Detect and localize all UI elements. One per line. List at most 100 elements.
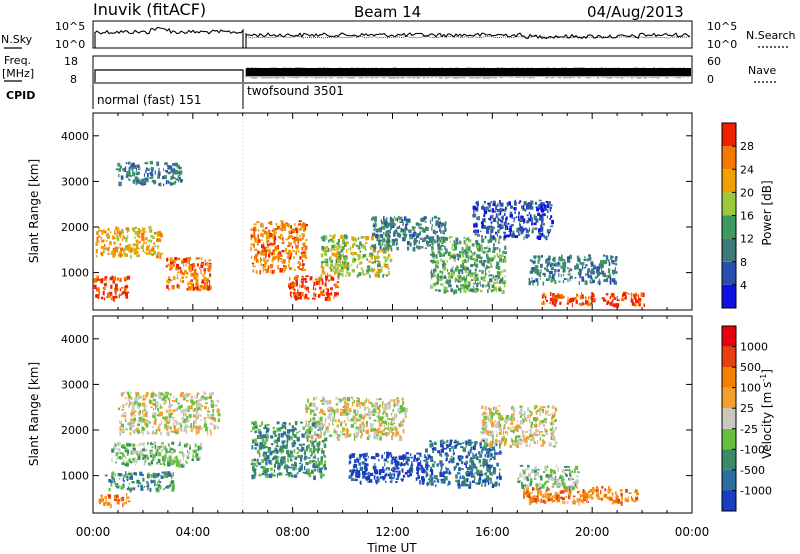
heatmap-cell [305, 424, 307, 428]
heatmap-cell [116, 230, 118, 235]
heatmap-cell [500, 226, 504, 229]
heatmap-cell [499, 450, 502, 454]
heatmap-cell [463, 236, 465, 239]
heatmap-cell [356, 458, 360, 463]
heatmap-cell [455, 444, 458, 448]
heatmap-cell [263, 247, 266, 250]
heatmap-cell [192, 449, 195, 454]
heatmap-cell [196, 395, 198, 400]
heatmap-cell [387, 431, 391, 436]
heatmap-cell [611, 293, 613, 296]
heatmap-cell [591, 270, 593, 275]
heatmap-cell [310, 409, 313, 412]
heatmap-cell [288, 263, 290, 268]
heatmap-cell [178, 451, 182, 454]
heatmap-cell [384, 458, 387, 461]
heatmap-cell [286, 435, 290, 440]
heatmap-cell [112, 247, 116, 252]
heatmap-cell [124, 449, 127, 453]
heatmap-cell [112, 252, 115, 257]
heatmap-cell [282, 422, 286, 424]
heatmap-cell [281, 260, 284, 264]
heatmap-cell [203, 391, 206, 395]
heatmap-cell [165, 409, 168, 413]
heatmap-cell [393, 473, 396, 477]
heatmap-cell [134, 176, 138, 181]
heatmap-cell [274, 228, 278, 230]
heatmap-cell [321, 422, 324, 425]
heatmap-cell [151, 480, 155, 483]
heatmap-cell [290, 451, 293, 455]
heatmap-cell [471, 253, 475, 256]
heatmap-cell [391, 221, 394, 224]
heatmap-cell [321, 439, 325, 443]
heatmap-cell [498, 237, 500, 242]
heatmap-cell [490, 464, 494, 468]
heatmap-cell [318, 411, 321, 414]
heatmap-cell [189, 405, 193, 410]
heatmap-cell [156, 489, 160, 493]
heatmap-cell [539, 256, 541, 261]
heatmap-cell [546, 299, 549, 302]
heatmap-cell [470, 250, 472, 253]
heatmap-cell [374, 402, 377, 406]
heatmap-cell [368, 479, 373, 483]
heatmap-cell [454, 278, 456, 281]
heatmap-cell [159, 253, 162, 256]
heatmap-cell [129, 175, 132, 177]
heatmap-cell [402, 407, 406, 412]
heatmap-cell [550, 276, 553, 279]
heatmap-cell [320, 265, 323, 268]
heatmap-cell [276, 254, 279, 260]
heatmap-cell [557, 265, 559, 267]
heatmap-cell [338, 256, 342, 261]
heatmap-cell [170, 462, 174, 466]
heatmap-cell [137, 453, 139, 457]
heatmap-cell [450, 288, 454, 293]
heatmap-cell [357, 412, 359, 416]
heatmap-cell [573, 297, 577, 301]
heatmap-cell [324, 430, 326, 435]
heatmap-cell [424, 247, 427, 249]
heatmap-cell [340, 408, 344, 411]
heatmap-cell [195, 400, 199, 402]
heatmap-cell [495, 205, 498, 210]
heatmap-cell [125, 471, 127, 476]
heatmap-cell [499, 258, 503, 262]
heatmap-cell [192, 288, 195, 291]
heatmap-cell [116, 442, 120, 446]
heatmap-cell [376, 433, 379, 437]
heatmap-cell [284, 227, 286, 231]
heatmap-cell [275, 222, 278, 227]
heatmap-cell [175, 397, 178, 403]
heatmap-cell [139, 442, 141, 447]
heatmap-cell [161, 450, 163, 452]
heatmap-cell [182, 418, 187, 423]
heatmap-cell [165, 448, 167, 454]
heatmap-cell [286, 469, 289, 474]
heatmap-cell [489, 408, 492, 413]
heatmap-cell [457, 484, 461, 489]
heatmap-cell [118, 253, 119, 257]
heatmap-cell [353, 242, 356, 246]
heatmap-cell [328, 434, 333, 437]
heatmap-cell [520, 426, 522, 430]
heatmap-cell [553, 273, 556, 276]
heatmap-cell [123, 276, 128, 281]
heatmap-cell [128, 482, 131, 485]
heatmap-cell [126, 275, 131, 280]
heatmap-cell [217, 400, 220, 403]
heatmap-cell [460, 455, 464, 459]
heatmap-cell [472, 264, 475, 266]
heatmap-cell [612, 260, 615, 265]
heatmap-cell [195, 285, 199, 290]
heatmap-cell [432, 464, 435, 468]
heatmap-cell [551, 262, 553, 267]
heatmap-cell [356, 476, 360, 479]
heatmap-cell [121, 391, 126, 394]
heatmap-cell [398, 470, 401, 476]
heatmap-cell [492, 201, 496, 203]
heatmap-cell [285, 467, 287, 471]
heatmap-cell [356, 418, 358, 422]
heatmap-cell [609, 277, 612, 282]
